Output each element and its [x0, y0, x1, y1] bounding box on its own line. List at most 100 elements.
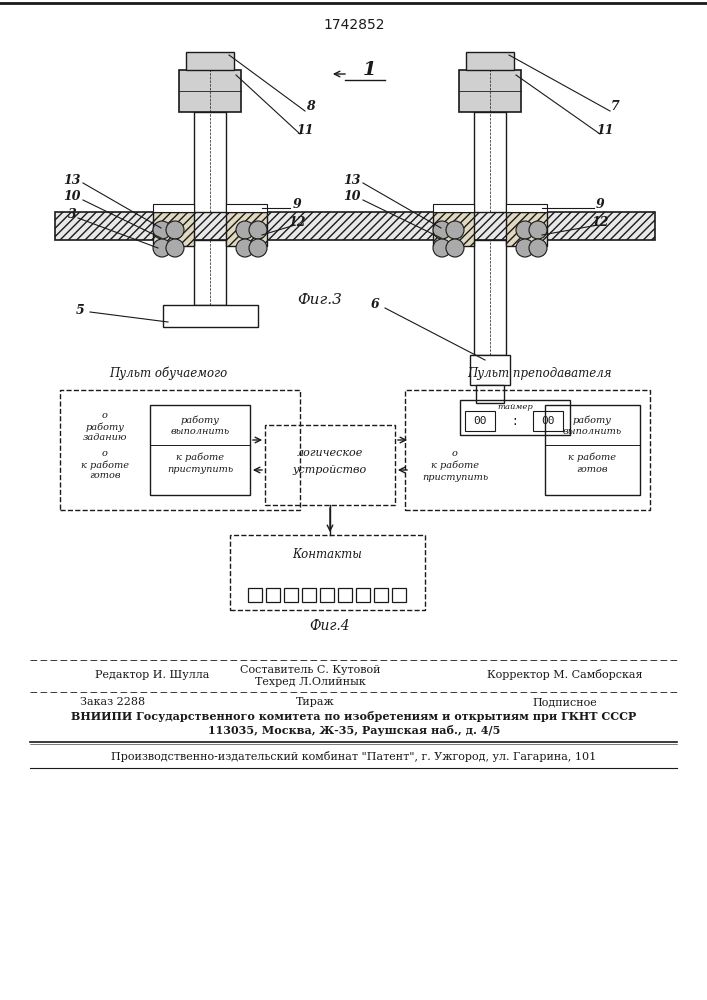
Bar: [460, 400, 570, 435]
Text: 10: 10: [344, 190, 361, 204]
Bar: [533, 411, 563, 431]
Text: 7: 7: [611, 101, 619, 113]
Text: работу: работу: [573, 415, 612, 425]
Bar: [153, 204, 194, 212]
Circle shape: [153, 221, 171, 239]
Circle shape: [446, 239, 464, 257]
Text: Составитель С. Кутовой: Составитель С. Кутовой: [240, 665, 380, 675]
Bar: [465, 411, 495, 431]
Text: о: о: [452, 448, 458, 458]
Text: 10: 10: [63, 190, 81, 204]
Bar: [374, 588, 388, 602]
Text: Фиг.3: Фиг.3: [298, 293, 342, 307]
Bar: [433, 212, 474, 246]
Circle shape: [249, 239, 267, 257]
Text: 12: 12: [591, 216, 609, 229]
Bar: [248, 588, 262, 602]
Text: 3: 3: [68, 209, 76, 222]
Text: Редактор И. Шулла: Редактор И. Шулла: [95, 670, 209, 680]
Text: 113035, Москва, Ж-35, Раушская наб., д. 4/5: 113035, Москва, Ж-35, Раушская наб., д. …: [208, 724, 500, 736]
Text: Тираж: Тираж: [296, 697, 334, 707]
Text: к работе: к работе: [81, 460, 129, 470]
Bar: [405, 390, 650, 510]
Bar: [320, 588, 334, 602]
Bar: [153, 212, 194, 246]
Text: 13: 13: [344, 174, 361, 186]
Text: Пульт преподавателя: Пульт преподавателя: [467, 367, 612, 380]
Bar: [506, 212, 547, 246]
Text: о: о: [102, 410, 108, 420]
Circle shape: [446, 221, 464, 239]
Text: готов: готов: [576, 466, 608, 475]
Text: работу: работу: [86, 422, 124, 432]
Bar: [186, 52, 234, 70]
Circle shape: [236, 239, 254, 257]
Circle shape: [166, 221, 184, 239]
Bar: [474, 112, 506, 212]
Text: работу: работу: [180, 415, 219, 425]
Bar: [392, 588, 406, 602]
Circle shape: [529, 239, 547, 257]
Bar: [194, 112, 226, 212]
Text: 6: 6: [370, 298, 380, 312]
Bar: [459, 70, 521, 112]
Text: приступить: приступить: [422, 473, 488, 482]
Text: к работе: к работе: [568, 452, 616, 462]
Text: о: о: [102, 448, 108, 458]
Text: Техред Л.Олийнык: Техред Л.Олийнык: [255, 677, 366, 687]
Text: выполнить: выполнить: [170, 428, 230, 436]
Circle shape: [433, 239, 451, 257]
Text: логическое: логическое: [297, 448, 363, 458]
Text: 00: 00: [473, 416, 486, 426]
Text: Фиг.4: Фиг.4: [310, 619, 350, 633]
Text: Подписное: Подписное: [532, 697, 597, 707]
Text: 11: 11: [596, 123, 614, 136]
Text: 1: 1: [363, 61, 377, 79]
Bar: [265, 425, 395, 505]
Text: 11: 11: [296, 123, 314, 136]
Circle shape: [166, 239, 184, 257]
Bar: [266, 588, 280, 602]
Circle shape: [516, 239, 534, 257]
Circle shape: [236, 221, 254, 239]
Text: 8: 8: [305, 101, 315, 113]
Bar: [466, 52, 514, 70]
Bar: [284, 588, 298, 602]
Bar: [506, 204, 547, 212]
Bar: [226, 212, 267, 246]
Bar: [474, 240, 506, 355]
Text: 9: 9: [293, 198, 301, 212]
Bar: [230, 535, 425, 610]
Text: 13: 13: [63, 174, 81, 186]
Bar: [55, 212, 655, 240]
Circle shape: [529, 221, 547, 239]
Text: к работе: к работе: [431, 460, 479, 470]
Bar: [163, 305, 258, 327]
Text: Заказ 2288: Заказ 2288: [80, 697, 145, 707]
Text: 9: 9: [595, 198, 604, 212]
Bar: [60, 390, 300, 510]
Text: заданию: заданию: [83, 434, 127, 442]
Bar: [302, 588, 316, 602]
Text: устройство: устройство: [293, 465, 367, 475]
Text: ВНИИПИ Государственного комитета по изобретениям и открытиям при ГКНТ СССР: ВНИИПИ Государственного комитета по изоб…: [71, 712, 636, 722]
Text: готов: готов: [89, 472, 121, 481]
Circle shape: [433, 221, 451, 239]
Bar: [470, 355, 510, 385]
Bar: [433, 204, 474, 212]
Bar: [338, 588, 352, 602]
Bar: [356, 588, 370, 602]
Bar: [226, 204, 267, 212]
Text: :: :: [513, 414, 518, 428]
Text: выполнить: выполнить: [563, 428, 621, 436]
Text: 00: 00: [542, 416, 555, 426]
Bar: [150, 405, 250, 495]
Bar: [179, 70, 241, 112]
Bar: [545, 405, 640, 495]
Text: Производственно-издательский комбинат "Патент", г. Ужгород, ул. Гагарина, 101: Производственно-издательский комбинат "П…: [112, 750, 597, 762]
Circle shape: [153, 239, 171, 257]
Text: Пульт обучаемого: Пульт обучаемого: [109, 366, 227, 380]
Text: к работе: к работе: [176, 452, 224, 462]
Text: 12: 12: [288, 216, 305, 229]
Text: 5: 5: [76, 304, 84, 316]
